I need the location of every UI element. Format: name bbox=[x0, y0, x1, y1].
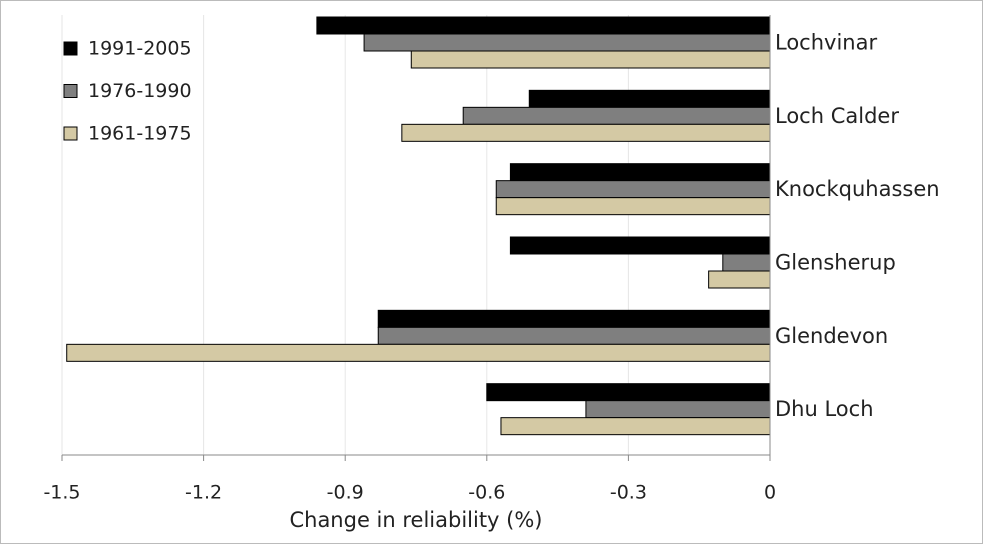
x-tick-label: 0 bbox=[764, 482, 776, 504]
bar bbox=[377, 326, 771, 345]
bar bbox=[509, 236, 771, 255]
bar bbox=[486, 383, 771, 402]
x-tick-label: -0.3 bbox=[610, 482, 647, 504]
bar bbox=[722, 253, 771, 272]
category-label: Lochvinar bbox=[775, 31, 877, 55]
bar bbox=[708, 270, 771, 289]
legend-label: 1976-1990 bbox=[88, 80, 192, 102]
legend-swatch bbox=[63, 84, 78, 98]
bar bbox=[377, 309, 771, 328]
category-label: Glendevon bbox=[775, 324, 888, 348]
bar bbox=[410, 50, 771, 69]
x-tick-label: -0.6 bbox=[468, 482, 505, 504]
x-tick-label: -1.2 bbox=[185, 482, 222, 504]
bar bbox=[585, 400, 771, 419]
category-label: Loch Calder bbox=[775, 104, 899, 128]
bar bbox=[509, 163, 771, 182]
bar bbox=[462, 106, 771, 125]
legend-swatch bbox=[63, 41, 78, 56]
bar bbox=[495, 197, 771, 216]
bar bbox=[363, 33, 771, 52]
bar bbox=[495, 180, 771, 199]
bar bbox=[66, 343, 771, 362]
bar bbox=[500, 417, 771, 436]
legend-label: 1991-2005 bbox=[88, 38, 192, 60]
x-tick-label: -0.9 bbox=[327, 482, 364, 504]
category-label: Knockquhassen bbox=[775, 177, 940, 201]
bar bbox=[316, 16, 771, 35]
x-axis-title: Change in reliability (%) bbox=[289, 508, 542, 532]
legend-label: 1961-1975 bbox=[88, 123, 192, 145]
bar bbox=[528, 89, 771, 108]
bar bbox=[401, 123, 771, 142]
category-label: Dhu Loch bbox=[775, 397, 874, 421]
category-label: Glensherup bbox=[775, 251, 896, 275]
x-tick-label: -1.5 bbox=[43, 482, 80, 504]
legend-swatch bbox=[63, 126, 78, 141]
